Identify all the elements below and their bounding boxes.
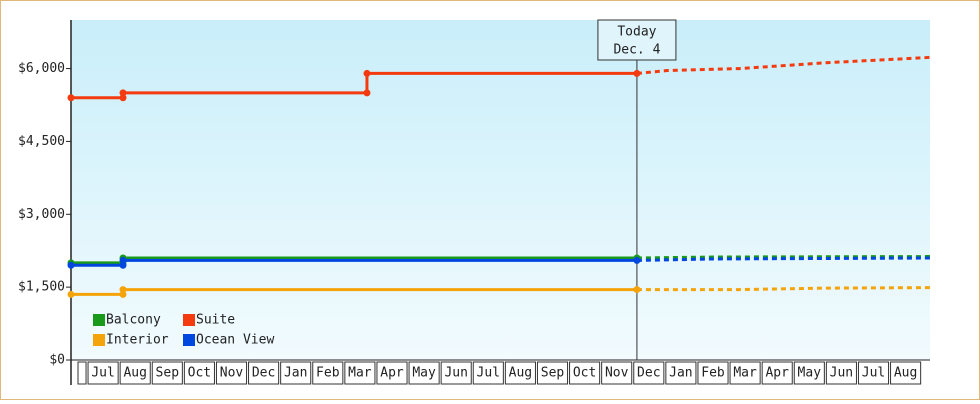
y-tick-label: $4,500 bbox=[18, 134, 65, 149]
point bbox=[119, 290, 127, 298]
x-tick-label: Apr bbox=[380, 366, 404, 381]
x-tick-label: Aug bbox=[123, 366, 146, 381]
x-tick-label: Feb bbox=[701, 366, 725, 381]
x-cell bbox=[633, 361, 665, 385]
point bbox=[119, 286, 127, 294]
x-tick-label: Oct bbox=[188, 366, 211, 381]
x-tick-label: Sep bbox=[541, 366, 565, 381]
x-tick-label: Jan bbox=[284, 366, 307, 381]
legend-label: Ocean View bbox=[196, 333, 274, 348]
x-cell bbox=[569, 361, 601, 385]
legend-swatch bbox=[93, 334, 105, 346]
x-cell bbox=[215, 361, 248, 385]
x-tick-label: Jun bbox=[444, 366, 467, 381]
x-tick-label: Aug bbox=[509, 366, 532, 381]
point bbox=[67, 290, 75, 298]
x-tick-label: Feb bbox=[316, 366, 340, 381]
forecast-line bbox=[636, 256, 931, 262]
x-cell bbox=[312, 361, 344, 385]
x-tick-label: Nov bbox=[220, 366, 244, 381]
point bbox=[119, 94, 127, 102]
series-line bbox=[71, 71, 637, 100]
x-tick-label: Jun bbox=[830, 366, 853, 381]
x-cell bbox=[729, 361, 761, 385]
x-cell bbox=[857, 361, 890, 385]
today-label: Today bbox=[617, 25, 656, 40]
x-cell bbox=[761, 361, 793, 385]
layer: $0 $1,500 $3,000 $4,500 $6,000 Jul Aug Sep Oct No… bbox=[18, 19, 931, 385]
x-tick-label: May bbox=[798, 366, 822, 381]
x-tick-label: Jan bbox=[669, 366, 692, 381]
legend-label: Suite bbox=[196, 313, 235, 328]
x-cell bbox=[344, 361, 376, 385]
x-cell bbox=[472, 361, 504, 385]
forecast-line bbox=[636, 255, 931, 260]
x-cell bbox=[183, 361, 215, 385]
x-tick-label: Aug bbox=[894, 366, 917, 381]
legend-swatch bbox=[183, 334, 195, 346]
x-tick-label: Jul bbox=[862, 366, 885, 381]
x-cell bbox=[408, 361, 440, 385]
x-cell bbox=[536, 361, 569, 385]
x-tick-label: May bbox=[412, 366, 436, 381]
x-tick-label: Nov bbox=[605, 366, 629, 381]
x-tick-label: Mar bbox=[733, 366, 757, 381]
x-tick-label: Apr bbox=[765, 366, 789, 381]
today-label: Dec. 4 bbox=[613, 43, 660, 58]
x-cell bbox=[697, 361, 729, 385]
x-cell bbox=[87, 361, 119, 385]
x-cell bbox=[890, 361, 922, 385]
x-cell bbox=[119, 361, 151, 385]
x-cell bbox=[248, 361, 280, 385]
point bbox=[119, 256, 127, 264]
today-box bbox=[597, 19, 677, 61]
x-tick-label: Oct bbox=[573, 366, 596, 381]
y-tick-label: $1,500 bbox=[18, 280, 65, 295]
y-tick-label: $6,000 bbox=[18, 61, 65, 76]
x-cell bbox=[151, 361, 183, 385]
x-cell bbox=[77, 361, 87, 385]
legend-label: Interior bbox=[106, 333, 169, 348]
legend-swatch bbox=[183, 314, 195, 326]
x-tick-label: Dec bbox=[252, 366, 275, 381]
point bbox=[67, 261, 75, 269]
x-cell bbox=[376, 361, 408, 385]
plot-area bbox=[71, 20, 930, 360]
point bbox=[363, 69, 371, 77]
point bbox=[363, 89, 371, 97]
forecast-line bbox=[636, 286, 931, 292]
x-cell bbox=[504, 361, 536, 385]
x-tick-label: Mar bbox=[348, 366, 372, 381]
x-tick-label: Dec bbox=[637, 366, 660, 381]
x-cell bbox=[601, 361, 633, 385]
x-cell bbox=[440, 361, 472, 385]
x-cell bbox=[665, 361, 697, 385]
point bbox=[67, 94, 75, 102]
x-cell bbox=[280, 361, 312, 385]
y-tick-label: $3,000 bbox=[18, 207, 65, 222]
legend-label: Balcony bbox=[106, 313, 161, 328]
point bbox=[633, 69, 641, 77]
legend-swatch bbox=[93, 314, 105, 326]
point bbox=[119, 89, 127, 97]
y-tick-label: $0 bbox=[49, 353, 65, 368]
x-cell bbox=[793, 361, 825, 385]
point bbox=[633, 256, 641, 264]
x-cell bbox=[825, 361, 857, 385]
forecast-line bbox=[636, 55, 931, 75]
x-tick-label: Sep bbox=[156, 366, 180, 381]
x-tick-label: Jul bbox=[477, 366, 500, 381]
x-tick-label: Jul bbox=[91, 366, 114, 381]
point bbox=[633, 286, 641, 294]
point bbox=[119, 261, 127, 269]
